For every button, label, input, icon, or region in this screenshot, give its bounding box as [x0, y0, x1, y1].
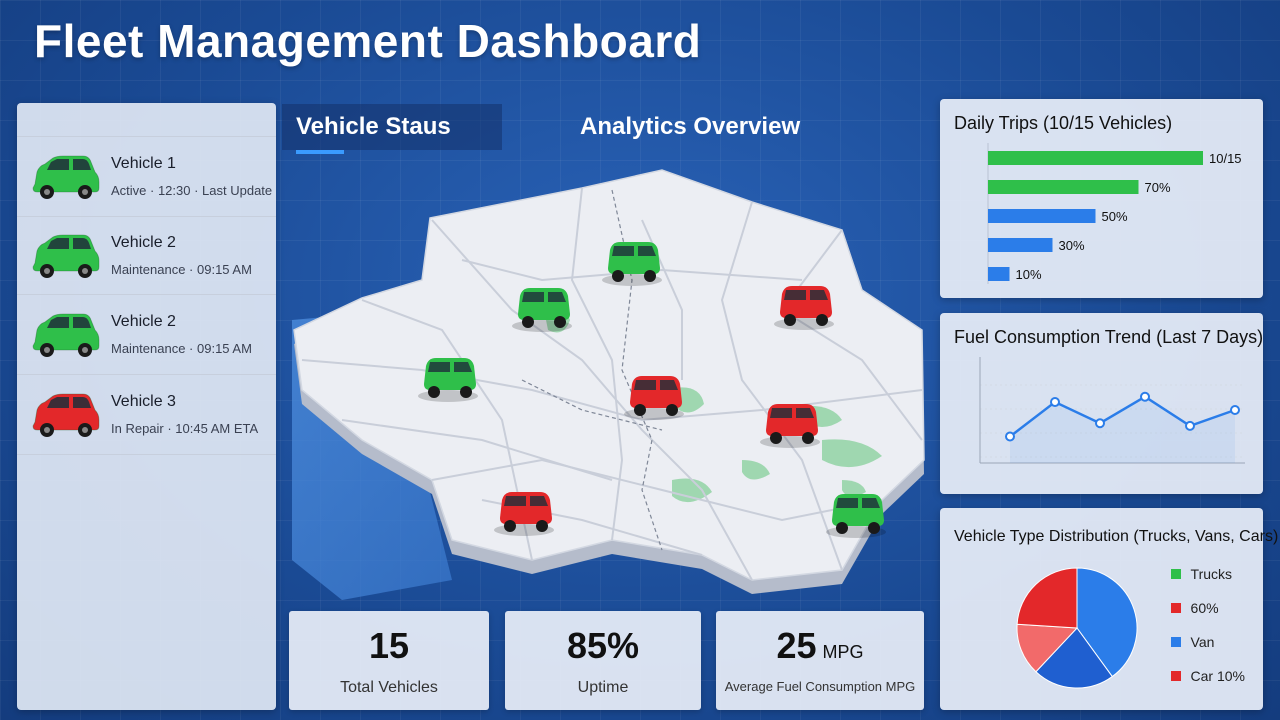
vehicle-text: Vehicle 1 Active · 12:30 · Last Update	[111, 155, 272, 198]
legend-item: 60%	[1170, 600, 1245, 616]
stat-label-total-vehicles: Total Vehicles	[340, 679, 438, 696]
pie-slice	[1076, 567, 1138, 678]
trip-bar	[988, 267, 1010, 281]
stat-unit-fuel: MPG	[822, 642, 864, 662]
daily-trips-chart: 10/15 70% 50% 30% 10%	[987, 143, 1242, 284]
stat-label-fuel: Average Fuel Consumption MPG	[724, 679, 916, 694]
vehicle-name: Vehicle 1	[111, 155, 176, 172]
pie-slice	[1016, 567, 1078, 629]
vehicle-name: Vehicle 2	[111, 234, 176, 251]
vehicle-status: Maintenance · 09:15 AM	[111, 262, 252, 277]
fuel-trend-point	[1185, 420, 1195, 431]
vehicle-marker-active-icon[interactable]	[602, 242, 662, 286]
page-title: Fleet Management Dashboard	[34, 15, 702, 67]
trip-bar-label: 30%	[1059, 238, 1085, 253]
trip-bar	[988, 209, 1096, 223]
car-icon	[32, 393, 100, 437]
pie-slice	[1035, 627, 1113, 689]
stat-card-total-vehicles: 15 Total Vehicles	[289, 611, 489, 710]
fleet-map-canvas	[292, 169, 925, 600]
fuel-trend-line	[1009, 395, 1236, 438]
legend-swatch	[1170, 603, 1181, 613]
car-icon	[32, 313, 100, 357]
vehicle-marker-active-icon[interactable]	[826, 494, 886, 538]
fuel-trend-title: Fuel Consumption Trend (Last 7 Days)	[954, 327, 1264, 347]
vehicle-status: Maintenance · 09:15 AM	[111, 341, 252, 356]
vehicle-text: Vehicle 3 In Repair · 10:45 AM ETA	[111, 393, 258, 436]
stat-card-uptime: 85% Uptime	[505, 611, 701, 710]
fuel-trend-point	[1095, 418, 1105, 429]
legend-item: Van	[1170, 634, 1245, 650]
stat-label-uptime: Uptime	[577, 679, 629, 696]
legend-swatch	[1170, 569, 1181, 579]
tab-analytics-overview[interactable]: Analytics Overview	[580, 113, 801, 140]
stat-value-fuel: 25 MPG	[776, 625, 864, 666]
daily-trips-panel: Daily Trips (10/15 Vehicles) 10/15 70% 50%…	[940, 99, 1263, 298]
vehicle-type-panel: Vehicle Type Distribution (Trucks, Vans,…	[940, 508, 1278, 710]
daily-trips-title: Daily Trips (10/15 Vehicles)	[954, 113, 1173, 133]
vehicle-status: Active · 12:30 · Last Update	[111, 183, 273, 198]
stat-card-fuel: 25 MPG Average Fuel Consumption MPG	[716, 611, 924, 710]
vehicle-marker-active-icon[interactable]	[418, 358, 478, 402]
vehicle-name: Vehicle 3	[111, 393, 176, 410]
vehicle-marker-alert-icon[interactable]	[494, 492, 554, 536]
map-roads	[301, 187, 923, 581]
vehicle-name: Vehicle 2	[111, 313, 176, 330]
vehicle-list-item[interactable]: Vehicle 3 In Repair · 10:45 AM ETA	[17, 375, 276, 455]
fuel-trend-point	[1140, 391, 1150, 402]
trip-bar	[988, 180, 1139, 194]
vehicle-markers	[418, 242, 886, 538]
vehicle-marker-alert-icon[interactable]	[774, 286, 834, 330]
fuel-trend-point	[1005, 431, 1015, 442]
legend-item: Trucks	[1170, 566, 1245, 582]
legend-label: Car 10%	[1190, 668, 1245, 684]
fleet-map[interactable]	[282, 160, 932, 610]
trip-bar-label: 70%	[1145, 180, 1171, 195]
trip-bar-label: 10/15	[1209, 151, 1242, 166]
fuel-trend-area	[1010, 396, 1235, 463]
vehicle-list: Vehicle 1 Active · 12:30 · Last Update Veh…	[17, 137, 276, 455]
vehicle-marker-alert-icon[interactable]	[760, 404, 820, 448]
legend-swatch	[1170, 637, 1181, 647]
legend-label: Van	[1190, 634, 1215, 650]
vehicle-list-item[interactable]: Vehicle 2 Maintenance · 09:15 AM	[17, 295, 276, 375]
vehicle-type-title: Vehicle Type Distribution (Trucks, Vans,…	[954, 528, 1279, 545]
car-icon	[32, 234, 100, 278]
trip-bar-label: 10%	[1016, 267, 1042, 282]
map-land	[293, 169, 925, 581]
fuel-trend-panel: Fuel Consumption Trend (Last 7 Days)	[940, 313, 1263, 494]
vehicle-type-legend: Trucks 60% Van Car 10%	[1170, 566, 1245, 684]
vehicle-status: In Repair · 10:45 AM ETA	[111, 421, 259, 436]
car-icon	[32, 155, 100, 199]
stat-value-total-vehicles: 15	[368, 625, 410, 666]
vehicle-list-header	[17, 103, 276, 137]
vehicle-list-item[interactable]: Vehicle 2 Maintenance · 09:15 AM	[17, 217, 276, 295]
vehicle-list-panel: Vehicle 1 Active · 12:30 · Last Update Veh…	[17, 103, 276, 710]
legend-label: 60%	[1190, 600, 1219, 616]
legend-label: Trucks	[1190, 566, 1233, 582]
vehicle-type-chart	[1016, 567, 1138, 689]
vehicle-text: Vehicle 2 Maintenance · 09:15 AM	[111, 234, 252, 277]
vehicle-marker-alert-icon[interactable]	[624, 376, 684, 420]
tab-vehicle-status[interactable]: Vehicle Staus	[282, 104, 502, 154]
vehicle-list-item[interactable]: Vehicle 1 Active · 12:30 · Last Update	[17, 137, 276, 217]
legend-swatch	[1170, 671, 1181, 681]
fuel-trend-point	[1230, 405, 1240, 415]
trip-bar-label: 50%	[1102, 209, 1128, 224]
fuel-trend-chart	[979, 357, 1245, 464]
vehicle-marker-active-icon[interactable]	[512, 288, 572, 332]
stat-value-uptime: 85%	[566, 625, 640, 666]
trip-bar	[988, 151, 1203, 165]
trip-bar	[988, 238, 1053, 252]
fuel-trend-point	[1050, 397, 1060, 408]
legend-item: Car 10%	[1170, 668, 1245, 684]
vehicle-text: Vehicle 2 Maintenance · 09:15 AM	[111, 313, 252, 356]
pie-slice	[1016, 623, 1079, 673]
